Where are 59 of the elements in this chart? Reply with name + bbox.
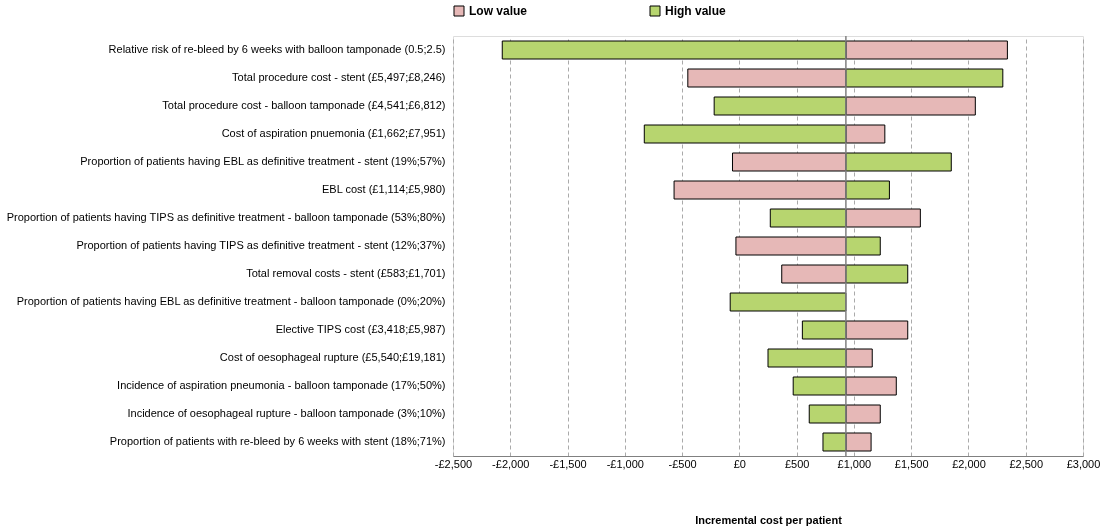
y-tick-label: Relative risk of re-bleed by 6 weeks with balloon tamponade (0.5;2.5) (108, 43, 446, 55)
bar (501, 40, 847, 60)
bar (767, 348, 847, 368)
bar (687, 68, 847, 88)
x-tick-label: £0 (733, 457, 746, 470)
x-tick-label: £1,000 (837, 457, 872, 470)
bar (845, 68, 1004, 88)
x-tick-label: £1,500 (894, 457, 929, 470)
bar (792, 376, 847, 396)
bar (845, 96, 976, 116)
y-tick-label: Total procedure cost - stent (£5,497;£8,246) (232, 71, 446, 83)
legend-label: Low value (469, 4, 528, 18)
bar (845, 376, 897, 396)
x-tick-label: -£500 (668, 457, 697, 470)
bar (822, 432, 847, 452)
y-tick-label: Elective TIPS cost (£3,418;£5,987) (275, 323, 446, 335)
y-tick-label: Cost of aspiration pnuemonia (£1,662;£7,951) (221, 127, 446, 139)
x-tick-label: £3,000 (1066, 457, 1101, 470)
y-tick-label: Proportion of patients having TIPS as definitive treatment - stent (12%;37%) (76, 239, 446, 251)
y-tick-label: Proportion of patients having EBL as definitive treatment - balloon tamponade (0%;20%) (16, 295, 446, 307)
x-tick-label: -£1,000 (606, 457, 644, 470)
x-tick-label: -£1,500 (549, 457, 587, 470)
bar (643, 124, 847, 144)
x-tick-label: £2,500 (1009, 457, 1044, 470)
bar (845, 320, 909, 340)
bar (769, 208, 847, 228)
bar (845, 124, 886, 144)
x-tick-label: -£2,500 (434, 457, 473, 470)
y-tick-label: Total procedure cost - balloon tamponade (£4,541;£6,812) (162, 99, 446, 111)
y-tick-label: Proportion of patients with re-bleed by 6 weeks with stent (18%;71%) (109, 435, 446, 447)
bar (845, 264, 909, 284)
x-tick-label: -£2,000 (492, 457, 530, 470)
bar (735, 236, 847, 256)
bar (845, 236, 881, 256)
y-tick-label: Incidence of aspiration pneumonia - balloon tamponade (17%;50%) (117, 379, 446, 391)
bar (801, 320, 847, 340)
bar (808, 404, 847, 424)
bar (731, 152, 847, 172)
bar (845, 40, 1008, 60)
bar (729, 292, 847, 312)
bar (781, 264, 847, 284)
bar (845, 152, 952, 172)
y-tick-label: Proportion of patients having EBL as definitive treatment - stent (19%;57%) (80, 155, 446, 167)
y-tick-label: Incidence of oesophageal rupture - balloon tamponade (3%;10%) (127, 407, 446, 419)
bar (845, 432, 872, 452)
y-tick-label: EBL cost (£1,114;£5,980) (321, 183, 446, 195)
y-tick-label: Proportion of patients having TIPS as definitive treatment - balloon tamponade (53%;80%) (6, 211, 446, 223)
legend-label: High value (665, 4, 727, 18)
x-tick-label: £2,000 (952, 457, 986, 470)
bar (673, 180, 847, 200)
x-tick-label: £500 (784, 457, 810, 470)
bar (845, 348, 873, 368)
y-tick-label: Total removal costs - stent (£583;£1,701) (246, 267, 446, 279)
bar (845, 404, 881, 424)
x-axis-title: Incremental cost per patient (695, 513, 843, 526)
y-tick-label: Cost of oesophageal rupture (£5,540;£19,181) (219, 351, 446, 363)
bar (845, 208, 921, 228)
bar (713, 96, 847, 116)
bar (845, 180, 890, 200)
